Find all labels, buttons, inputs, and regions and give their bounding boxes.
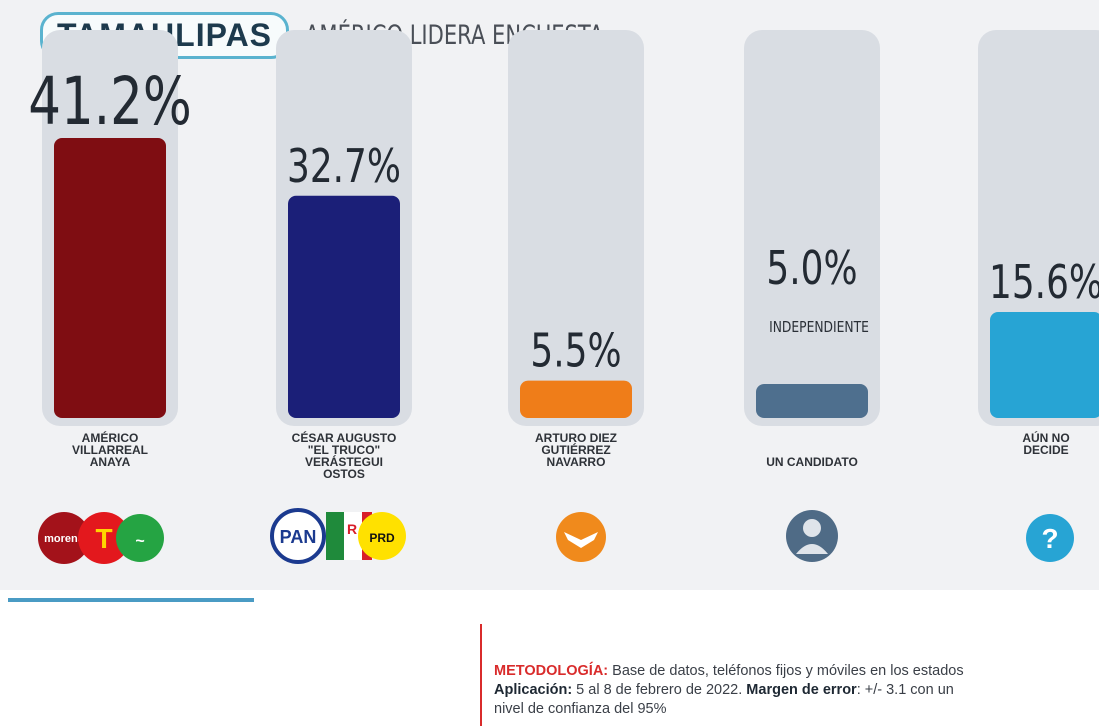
bar-value-label: 15.6% <box>989 256 1099 310</box>
party-logos-icon: morena T ~ <box>38 512 164 564</box>
bar-track <box>744 30 880 426</box>
bar-value-label: 5.0% <box>766 242 857 296</box>
svg-text:~: ~ <box>135 533 144 550</box>
svg-text:?: ? <box>1041 523 1058 554</box>
person-icon <box>786 510 838 562</box>
svg-text:T: T <box>95 523 112 554</box>
application-dates: 5 al 8 de febrero de 2022. <box>572 682 747 698</box>
candidate-name-line: ARTURO DIEZ <box>535 431 617 445</box>
candidate-name: UN CANDIDATO <box>727 456 897 468</box>
candidate-name-line: NAVARRO <box>546 455 606 469</box>
methodology-text: METODOLOGÍA: Base de datos, teléfonos fi… <box>494 662 1099 719</box>
bar <box>990 311 1099 418</box>
methodology-body: Base de datos, teléfonos fijos y móviles… <box>608 663 964 679</box>
accent-underline <box>8 598 254 602</box>
candidate-name: AÚN NO DECIDE <box>961 432 1099 456</box>
svg-text:morena: morena <box>44 533 85 545</box>
candidate-name: AMÉRICO VILLARREAL ANAYA <box>25 432 195 468</box>
confidence-level: nivel de confianza del 95% <box>494 701 667 717</box>
methodology-box: METODOLOGÍA: Base de datos, teléfonos fi… <box>480 624 1099 726</box>
candidate-name-line: UN CANDIDATO <box>766 455 858 469</box>
bar-chart: 41.2% 32.7% 5.5% 5.0% 15.6% <box>28 30 1099 426</box>
candidate-name-line: ANAYA <box>89 455 131 469</box>
candidate-name-line: AMÉRICO <box>81 431 139 445</box>
question-icon: ? <box>1026 514 1074 562</box>
question-mark-icon: ? <box>1024 512 1076 564</box>
candidate-name-line: DECIDE <box>1023 443 1069 457</box>
person-silhouette-icon <box>786 508 838 564</box>
candidate-name: ARTURO DIEZ GUTIÉRREZ NAVARRO <box>491 432 661 468</box>
morena-pt-pvem-logos: morena T ~ <box>36 506 166 564</box>
bar-value-label: 41.2% <box>28 63 192 140</box>
application-label: Aplicación: <box>494 682 573 698</box>
bar-track <box>508 30 644 426</box>
margin-label: Margen de error <box>746 682 857 698</box>
mc-eagle-icon <box>556 512 606 562</box>
bar <box>520 380 632 418</box>
bar <box>54 138 166 418</box>
bar <box>756 384 868 418</box>
pan-pri-prd-logos: PAN R PRD <box>270 506 410 564</box>
candidate-name-line: "EL TRUCO" <box>307 443 381 457</box>
svg-text:R: R <box>347 521 357 537</box>
candidate-name-line: AÚN NO <box>1022 431 1070 445</box>
candidate-name: CÉSAR AUGUSTO "EL TRUCO" VERÁSTEGUI OSTOS <box>259 432 429 480</box>
candidate-name-line: CÉSAR AUGUSTO <box>291 431 397 445</box>
candidate-name-line: VILLARREAL <box>72 443 148 457</box>
movimiento-ciudadano-logo <box>554 510 608 564</box>
independent-label: INDEPENDIENTE <box>769 318 869 336</box>
svg-text:PAN: PAN <box>280 527 317 547</box>
candidate-name-line: OSTOS <box>323 467 365 481</box>
svg-text:PRD: PRD <box>369 531 395 545</box>
candidate-name-line: VERÁSTEGUI <box>304 455 383 469</box>
bar <box>288 195 400 418</box>
candidate-name-line: GUTIÉRREZ <box>541 443 611 457</box>
party-logos-icon: PAN R PRD <box>270 508 406 564</box>
methodology-label: METODOLOGÍA: <box>494 663 609 679</box>
bar-value-label: 32.7% <box>287 139 401 193</box>
margin-value: : +/- 3.1 con un <box>856 682 954 698</box>
bar-value-label: 5.5% <box>530 324 621 378</box>
